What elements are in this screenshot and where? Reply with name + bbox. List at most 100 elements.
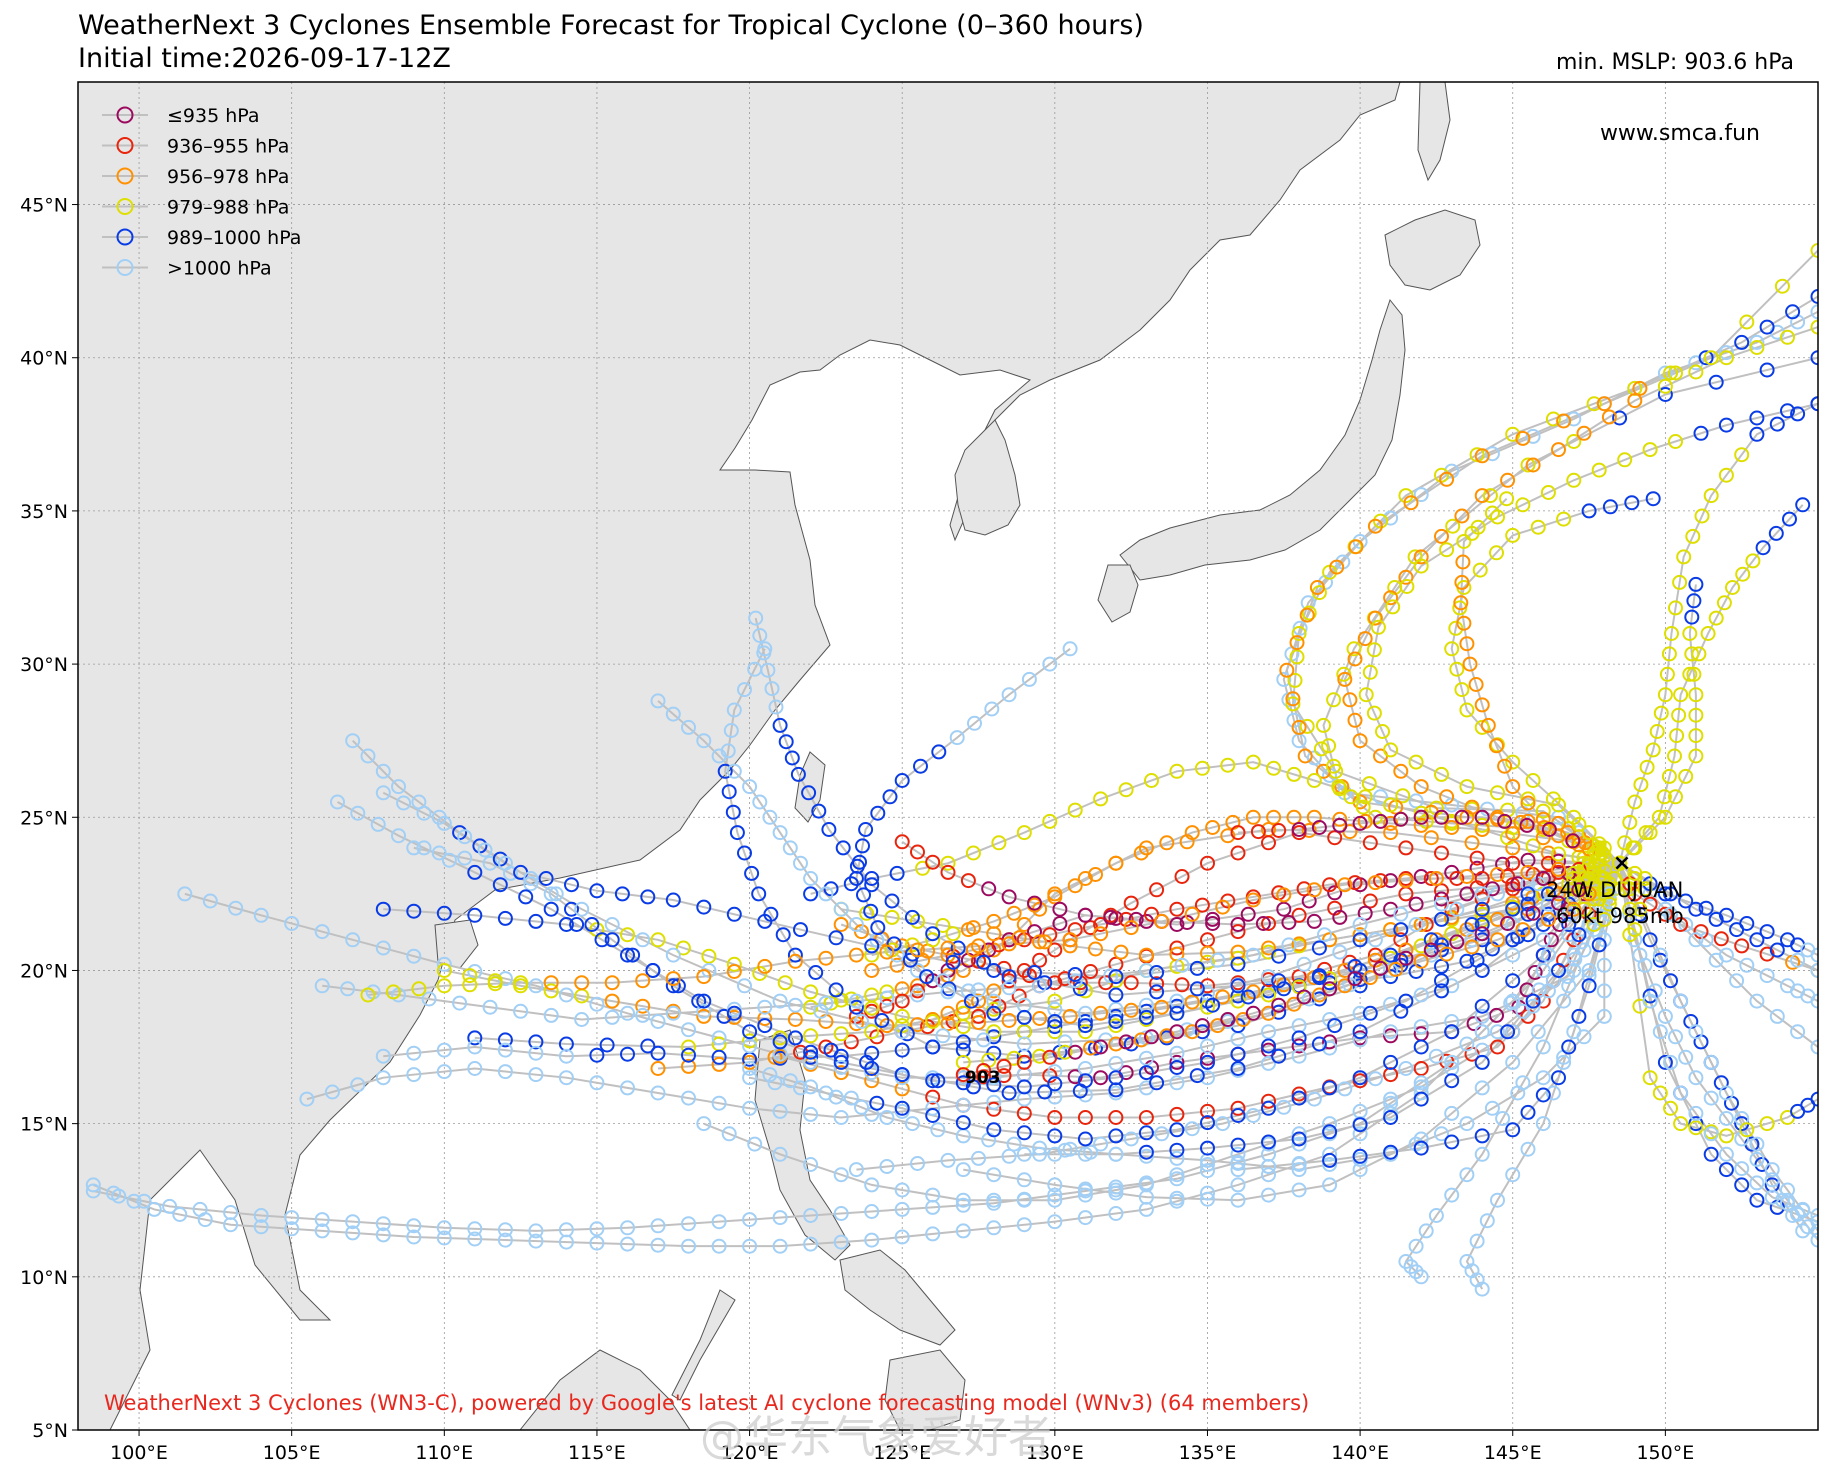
track-point <box>1642 876 1658 892</box>
track-point <box>1042 1049 1058 1065</box>
track-point <box>1291 1048 1307 1064</box>
track-point <box>513 1003 529 1019</box>
track-point <box>1551 846 1566 862</box>
track-point <box>1505 1122 1521 1138</box>
track-point <box>1698 932 1714 948</box>
track-point <box>360 987 376 1003</box>
track-point <box>1622 901 1638 917</box>
track-line <box>871 816 1621 957</box>
track-point <box>1322 1146 1338 1162</box>
track-point <box>589 1235 605 1251</box>
track-point <box>940 1005 956 1021</box>
track-point <box>1703 1126 1719 1142</box>
track-point <box>1373 960 1388 976</box>
track-point <box>1220 757 1236 773</box>
track-point <box>1790 952 1806 968</box>
track-point <box>528 1067 544 1083</box>
track-point <box>1561 978 1577 994</box>
track-point <box>986 1167 1002 1183</box>
track-point <box>1149 1075 1165 1091</box>
track-point <box>1530 1024 1546 1040</box>
track-point <box>1551 1070 1566 1086</box>
track-point <box>1230 917 1246 932</box>
page-subtitle: Initial time:2026-09-17-12Z <box>78 43 451 74</box>
track-line <box>1365 402 1818 864</box>
lon-tick-label: 135°E <box>1179 1442 1237 1464</box>
track-point <box>1230 845 1246 861</box>
track-point <box>986 1005 1002 1021</box>
track-point <box>589 1075 605 1091</box>
track-point <box>1375 724 1390 739</box>
track-point <box>1703 350 1719 366</box>
track-point <box>1016 825 1032 841</box>
track-point <box>1601 906 1617 922</box>
track-point <box>1749 1136 1765 1152</box>
track-point <box>360 748 376 764</box>
track-point <box>1200 1038 1215 1054</box>
track-point <box>396 795 412 811</box>
track-point <box>803 1054 819 1070</box>
track-point <box>1474 697 1490 713</box>
track-point <box>1179 915 1195 930</box>
track-point <box>558 987 574 1003</box>
track-point <box>1551 963 1566 978</box>
track-point <box>406 840 422 856</box>
track-point <box>1287 672 1303 688</box>
track-point <box>904 909 920 925</box>
track-point <box>482 999 498 1015</box>
lon-tick-label: 145°E <box>1484 1442 1542 1464</box>
track-point <box>1154 999 1170 1015</box>
track-point <box>1505 881 1521 897</box>
track-point <box>1464 939 1480 955</box>
track-point <box>1505 826 1521 842</box>
track-point <box>1352 963 1368 978</box>
track-point <box>782 1073 798 1089</box>
track-point <box>913 758 928 774</box>
track-point <box>986 983 1002 999</box>
track-point <box>1734 1161 1750 1177</box>
track-point <box>1525 773 1541 788</box>
track-point <box>1408 1264 1424 1280</box>
track-point <box>436 956 452 972</box>
track-point <box>574 975 590 991</box>
track-point <box>1077 1024 1093 1040</box>
track-point <box>253 1208 269 1223</box>
track-point <box>1642 993 1658 1009</box>
track-point <box>548 886 564 902</box>
track-point <box>441 852 457 868</box>
track-point <box>324 1084 340 1100</box>
track-point <box>1540 911 1556 927</box>
lon-tick-label: 100°E <box>110 1442 168 1464</box>
track-point <box>1321 738 1337 754</box>
track-point <box>1708 911 1724 927</box>
track-point <box>543 983 559 999</box>
track-point <box>1543 932 1559 948</box>
track-point <box>1561 865 1577 881</box>
lat-tick-label: 10°N <box>20 1267 68 1289</box>
track-point <box>1602 499 1618 515</box>
track-point <box>772 1146 788 1162</box>
track-point <box>1398 569 1414 585</box>
track-point <box>1749 1175 1765 1191</box>
track-point <box>1184 906 1200 922</box>
track-point <box>1118 911 1134 927</box>
track-point <box>1093 1070 1109 1086</box>
track-point <box>1474 1128 1490 1144</box>
track-point <box>172 1207 188 1222</box>
legend: ≤935 hPa 936–955 hPa 956–978 hPa 979–988 hP… <box>102 105 301 280</box>
track-point <box>1642 825 1658 841</box>
track-point <box>1519 817 1535 833</box>
track-point <box>406 1229 422 1245</box>
track-point <box>1261 1038 1276 1054</box>
lat-tick-label: 45°N <box>20 195 68 217</box>
track-point <box>1366 705 1382 721</box>
japan-hokkaido <box>1384 209 1481 291</box>
track-point <box>1718 350 1734 366</box>
track-point <box>1459 636 1475 652</box>
track-point <box>1006 905 1022 921</box>
track-point <box>1576 425 1592 441</box>
track-point <box>1297 748 1313 764</box>
track-point <box>681 1058 696 1074</box>
footer-credit: WeatherNext 3 Cyclones (WN3-C), powered … <box>104 1391 1309 1415</box>
track-point <box>1194 1024 1210 1040</box>
